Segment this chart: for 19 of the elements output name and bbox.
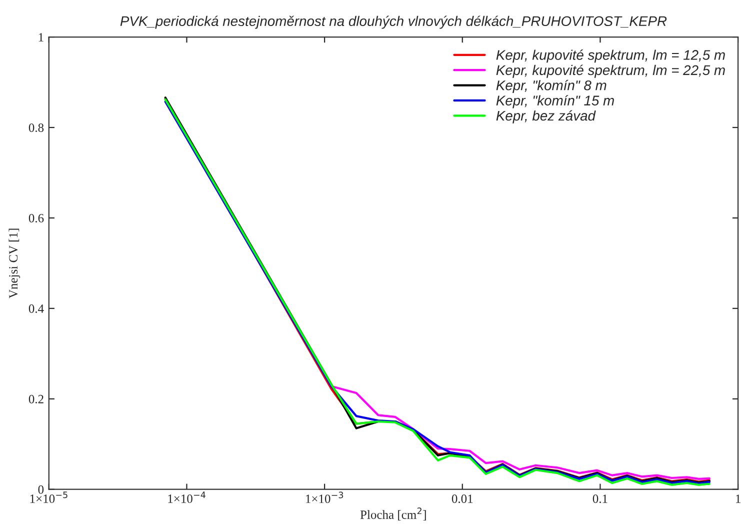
legend-label: Kepr, "komín" 15 m bbox=[496, 95, 614, 108]
y-tick-label: 0 bbox=[38, 485, 44, 494]
x-axis-title: Plocha [cm$^{2}$] bbox=[360, 508, 426, 521]
y-tick-label: 0.8 bbox=[28, 124, 44, 132]
legend-label: Kepr, kupovité spektrum, lm = 22,5 m bbox=[496, 64, 725, 78]
chart-title: PVK_periodická nestejnoměrnost na dlouhých vlnových délkách_PRUHOVITOST_KEPR bbox=[120, 16, 667, 29]
legend-label: Kepr, bez závad bbox=[496, 110, 596, 124]
y-tick-label: 0.6 bbox=[28, 214, 44, 222]
legend-label: Kepr, "komín" 8 m bbox=[496, 80, 606, 94]
x-tick-label: 1×10$^{−4}$ bbox=[168, 492, 206, 503]
legend-label: Kepr, kupovité spektrum, lm = 12,5 m bbox=[496, 50, 725, 63]
x-tick-label: 0.01 bbox=[452, 494, 473, 504]
y-tick-label: 1 bbox=[38, 33, 44, 42]
x-tick-label: 1 bbox=[736, 494, 740, 503]
x-tick-label: 1×10$^{−3}$ bbox=[306, 492, 344, 504]
x-tick-label: 0.1 bbox=[592, 494, 608, 504]
y-tick-label: 0.2 bbox=[28, 394, 44, 404]
y-tick-label: 0.4 bbox=[28, 304, 44, 313]
y-axis-title: Vnejsi CV [1] bbox=[8, 228, 20, 298]
